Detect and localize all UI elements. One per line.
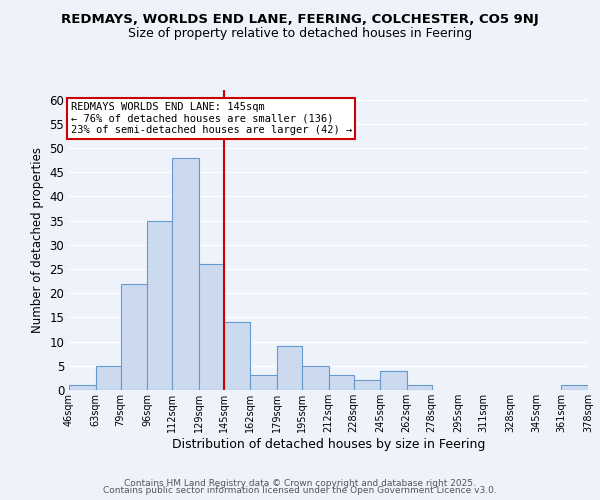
Bar	[250, 376, 277, 390]
Text: REDMAYS, WORLDS END LANE, FEERING, COLCHESTER, CO5 9NJ: REDMAYS, WORLDS END LANE, FEERING, COLCH…	[61, 12, 539, 26]
Bar	[277, 346, 302, 390]
Bar	[407, 385, 431, 390]
X-axis label: Distribution of detached houses by size in Feering: Distribution of detached houses by size …	[172, 438, 485, 450]
Text: REDMAYS WORLDS END LANE: 145sqm
← 76% of detached houses are smaller (136)
23% o: REDMAYS WORLDS END LANE: 145sqm ← 76% of…	[71, 102, 352, 136]
Y-axis label: Number of detached properties: Number of detached properties	[31, 147, 44, 333]
Bar	[172, 158, 199, 390]
Text: Contains public sector information licensed under the Open Government Licence v3: Contains public sector information licen…	[103, 486, 497, 495]
Bar	[95, 366, 121, 390]
Bar	[353, 380, 380, 390]
Text: Contains HM Land Registry data © Crown copyright and database right 2025.: Contains HM Land Registry data © Crown c…	[124, 478, 476, 488]
Bar	[121, 284, 147, 390]
Bar	[147, 220, 172, 390]
Bar	[562, 385, 588, 390]
Bar	[199, 264, 224, 390]
Bar	[302, 366, 329, 390]
Bar	[380, 370, 407, 390]
Bar	[329, 376, 353, 390]
Bar	[224, 322, 250, 390]
Bar	[69, 385, 95, 390]
Text: Size of property relative to detached houses in Feering: Size of property relative to detached ho…	[128, 28, 472, 40]
